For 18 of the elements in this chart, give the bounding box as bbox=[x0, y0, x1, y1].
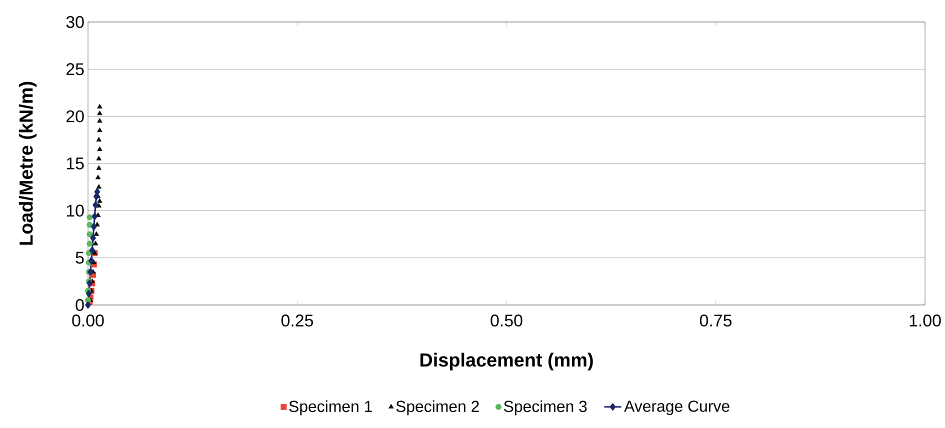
y-tick-label: 10 bbox=[66, 204, 84, 217]
y-tick-label: 15 bbox=[66, 158, 84, 170]
y-tick-label: 30 bbox=[66, 16, 84, 28]
y-tick-label: 0 bbox=[76, 299, 84, 311]
y-tick-label: 25 bbox=[66, 63, 84, 76]
legend-label: Average Curve bbox=[624, 400, 730, 416]
x-tick-label: 0.50 bbox=[490, 314, 522, 327]
x-tick-label: 0.25 bbox=[281, 314, 314, 327]
x-tick-label: 0.75 bbox=[700, 314, 732, 327]
y-axis-title: Load/Metre (kN/m) bbox=[18, 82, 37, 245]
legend-label: Specimen 1 bbox=[289, 400, 372, 416]
x-tick-label: 0.00 bbox=[72, 314, 104, 327]
y-tick-label: 5 bbox=[76, 252, 84, 264]
y-tick-label: 20 bbox=[66, 110, 84, 122]
legend-label: Specimen 3 bbox=[504, 400, 587, 416]
x-axis-title: Displacement (mm) bbox=[420, 352, 593, 370]
x-tick-label: 1.00 bbox=[910, 314, 941, 327]
legend-label: Specimen 2 bbox=[396, 400, 479, 416]
